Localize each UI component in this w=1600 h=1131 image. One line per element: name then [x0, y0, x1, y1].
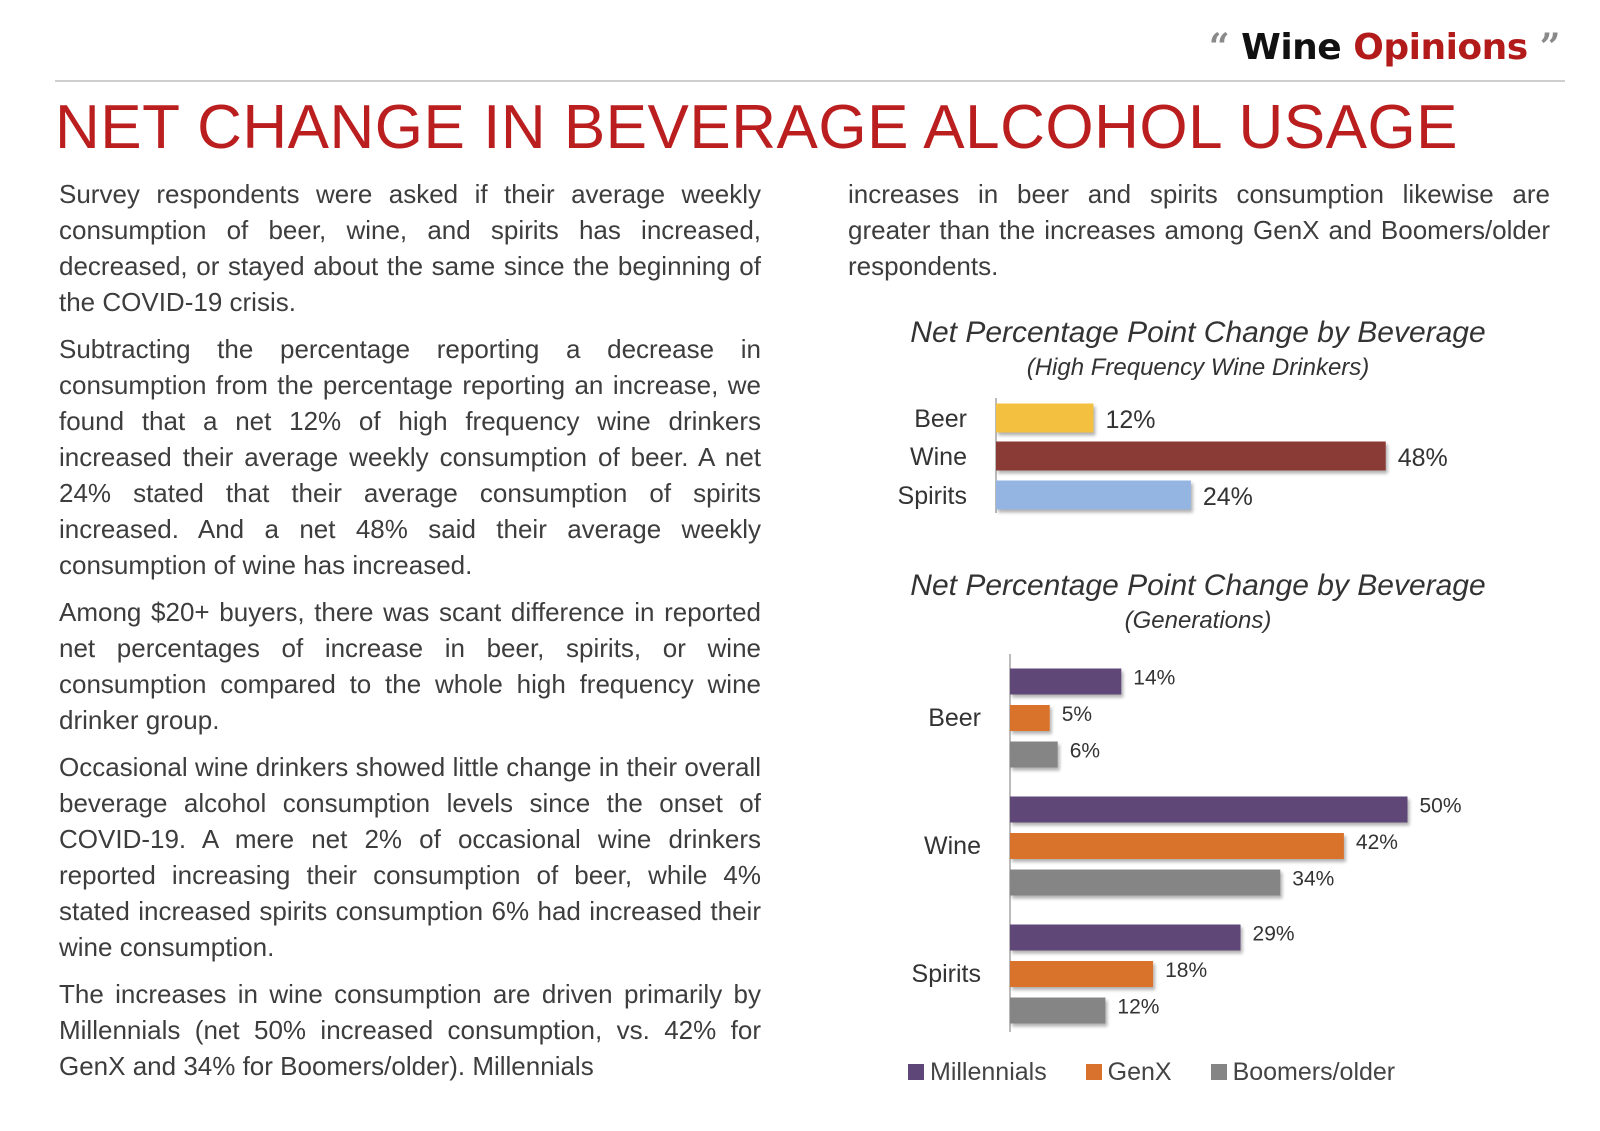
- logo-word-wine: Wine: [1241, 27, 1342, 68]
- paragraph: Subtracting the percentage reporting a d…: [59, 334, 761, 580]
- category-label-spirits: Spirits: [912, 960, 981, 988]
- bar-genx-spirits: [1010, 961, 1154, 987]
- data-label-boomers-older-spirits: 12%: [1117, 996, 1159, 1019]
- bar-spirits: [996, 480, 1191, 510]
- data-label-wine: 48%: [1398, 444, 1448, 472]
- bar-millennials-spirits: [1010, 924, 1241, 951]
- category-label-beer: Beer: [914, 405, 967, 433]
- data-label-millennials-beer: 14%: [1133, 667, 1175, 690]
- bar-boomers-older-wine: [1010, 869, 1281, 896]
- bar-wine: [996, 441, 1386, 471]
- bar-boomers-older-beer: [1010, 741, 1058, 768]
- category-label-spirits: Spirits: [898, 482, 967, 510]
- bar-beer: [996, 403, 1094, 433]
- paragraph: increases in beer and spirits consumptio…: [848, 179, 1550, 281]
- legend-item-boomers: Boomers/older: [1210, 1058, 1396, 1087]
- category-label-beer: Beer: [928, 704, 981, 732]
- chart2-subtitle: (Generations): [1124, 607, 1272, 634]
- data-label-millennials-spirits: 29%: [1253, 923, 1295, 946]
- logo-open-quote: “: [1208, 26, 1230, 68]
- bar-millennials-beer: [1010, 668, 1122, 695]
- paragraph: Occasional wine drinkers showed little c…: [59, 752, 761, 962]
- chart1-title: Net Percentage Point Change by Beverage: [910, 316, 1486, 349]
- bar-genx-wine: [1010, 833, 1344, 859]
- data-label-genx-beer: 5%: [1062, 703, 1092, 726]
- logo-word-opinions: Opinions: [1353, 27, 1528, 68]
- category-label-wine: Wine: [910, 443, 967, 471]
- data-label-boomers-older-beer: 6%: [1070, 740, 1100, 763]
- legend-label-millennials: Millennials: [930, 1058, 1047, 1086]
- legend-item-genx: GenX: [1085, 1058, 1172, 1087]
- page-title: NET CHANGE IN BEVERAGE ALCOHOL USAGE: [55, 93, 1459, 162]
- paragraph: Among $20+ buyers, there was scant diffe…: [59, 597, 761, 735]
- chart2-title: Net Percentage Point Change by Beverage: [910, 569, 1486, 602]
- paragraph: The increases in wine consumption are dr…: [59, 979, 761, 1081]
- data-label-millennials-wine: 50%: [1420, 795, 1462, 818]
- data-label-boomers-older-wine: 34%: [1292, 868, 1334, 891]
- paragraph: Survey respondents were asked if their a…: [59, 179, 761, 317]
- logo-close-quote: ”: [1539, 26, 1561, 68]
- bar-boomers-older-spirits: [1010, 997, 1106, 1024]
- legend-label-boomers: Boomers/older: [1232, 1058, 1396, 1086]
- body-right-column: increases in beer and spirits consumptio…: [848, 176, 1550, 295]
- legend-swatch-boomers: [1210, 1064, 1227, 1080]
- header-divider: [55, 80, 1565, 82]
- data-label-spirits: 24%: [1203, 483, 1253, 511]
- category-label-wine: Wine: [924, 832, 981, 860]
- legend-swatch-millennials: [908, 1064, 924, 1080]
- chart2-legend: Millennials GenX Boomers/older: [908, 1058, 1427, 1087]
- body-left-column: Survey respondents were asked if their a…: [59, 176, 761, 1095]
- wine-opinions-logo: “ Wine Opinions ”: [1208, 26, 1561, 68]
- legend-item-millennials: Millennials: [908, 1058, 1047, 1087]
- legend-label-genx: GenX: [1107, 1058, 1172, 1086]
- legend-swatch-genx: [1085, 1064, 1102, 1080]
- data-label-beer: 12%: [1105, 406, 1155, 434]
- bar-millennials-wine: [1010, 796, 1408, 823]
- chart1-subtitle: (High Frequency Wine Drinkers): [1026, 354, 1370, 381]
- data-label-genx-spirits: 18%: [1165, 959, 1207, 982]
- bar-genx-beer: [1010, 705, 1050, 731]
- data-label-genx-wine: 42%: [1356, 831, 1398, 854]
